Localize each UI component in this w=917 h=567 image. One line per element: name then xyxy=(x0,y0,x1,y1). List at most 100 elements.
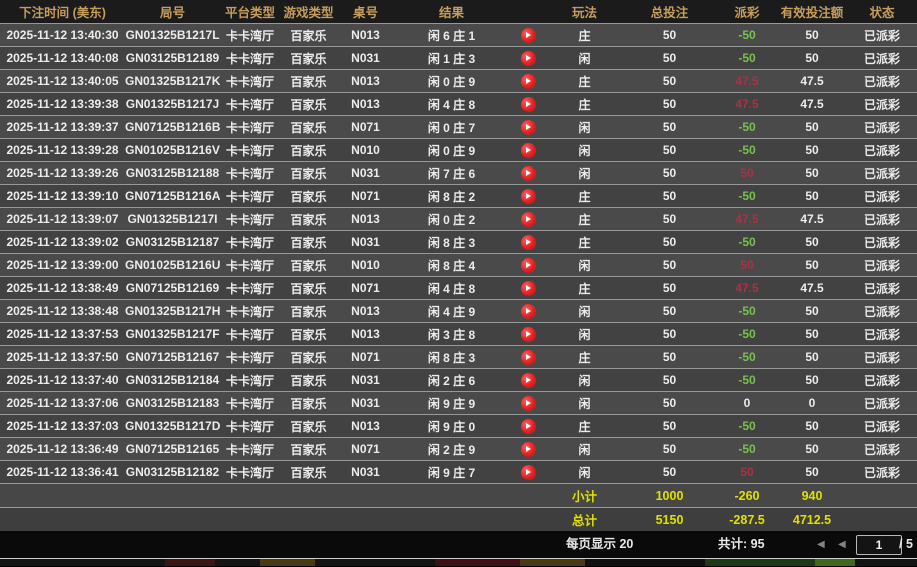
status-badge: 已派彩 xyxy=(863,396,900,411)
play-type: 闲 xyxy=(578,373,591,388)
valid-bet: 47.5 xyxy=(800,212,824,226)
status-badge: 已派彩 xyxy=(863,327,900,342)
replay-cell xyxy=(509,231,547,254)
play-type: 庄 xyxy=(578,28,591,43)
result-score: 闲 8 庄 4 xyxy=(427,258,476,273)
game-type: 百家乐 xyxy=(290,258,327,273)
first-page-icon[interactable]: ◀ xyxy=(817,539,825,550)
round-id: GN01325B1217I xyxy=(127,212,218,226)
platform-type: 卡卡湾厅 xyxy=(225,51,274,66)
play-triangle-icon xyxy=(526,331,531,338)
video-play-icon[interactable] xyxy=(520,326,536,342)
payout-value: 50 xyxy=(740,166,754,180)
video-play-icon[interactable] xyxy=(520,441,536,457)
video-play-icon[interactable] xyxy=(520,372,536,388)
play-triangle-icon xyxy=(526,55,531,62)
status-badge: 已派彩 xyxy=(863,373,900,388)
payout-value: -50 xyxy=(738,327,756,341)
grand-total-valid-bet: 4712.5 xyxy=(792,512,832,527)
status-badge: 已派彩 xyxy=(863,51,900,66)
video-play-icon[interactable] xyxy=(520,27,536,43)
play-triangle-icon xyxy=(526,400,531,407)
video-play-icon[interactable] xyxy=(520,211,536,227)
play-triangle-icon xyxy=(526,193,531,200)
valid-bet: 47.5 xyxy=(800,74,824,88)
video-play-icon[interactable] xyxy=(520,96,536,112)
round-id: GN01025B1216V xyxy=(125,143,220,157)
video-play-icon[interactable] xyxy=(520,303,536,319)
game-type: 百家乐 xyxy=(290,74,327,89)
valid-bet: 47.5 xyxy=(800,97,824,111)
table-row: 2025-11-12 13:39:26 GN03125B12188 卡卡湾厅 百… xyxy=(0,161,917,185)
col-header-bet-time: 下注时间 (美东) xyxy=(0,0,125,24)
play-type: 闲 xyxy=(578,258,591,273)
video-play-icon[interactable] xyxy=(520,349,536,365)
bet-time: 2025-11-12 13:39:02 xyxy=(6,235,119,249)
video-play-icon[interactable] xyxy=(520,50,536,66)
video-play-icon[interactable] xyxy=(520,395,536,411)
platform-type: 卡卡湾厅 xyxy=(225,465,274,480)
payout-value: -50 xyxy=(738,350,756,364)
play-type: 闲 xyxy=(578,143,591,158)
video-play-icon[interactable] xyxy=(520,418,536,434)
table-number: N010 xyxy=(351,258,380,272)
status-badge: 已派彩 xyxy=(863,120,900,135)
round-id: GN07125B12167 xyxy=(125,350,220,364)
prev-page-icon[interactable]: ◀ xyxy=(838,539,846,550)
col-header-platform-type: 平台类型 xyxy=(220,0,280,24)
game-type: 百家乐 xyxy=(290,304,327,319)
col-header-table-number: 桌号 xyxy=(337,0,394,24)
video-play-icon[interactable] xyxy=(520,257,536,273)
replay-cell xyxy=(509,70,547,93)
platform-type: 卡卡湾厅 xyxy=(225,304,274,319)
result-score: 闲 3 庄 8 xyxy=(427,327,476,342)
platform-type: 卡卡湾厅 xyxy=(225,258,274,273)
play-type: 闲 xyxy=(578,327,591,342)
bet-time: 2025-11-12 13:39:26 xyxy=(6,166,119,180)
bet-time: 2025-11-12 13:39:00 xyxy=(6,258,119,272)
play-type: 闲 xyxy=(578,396,591,411)
result-score: 闲 0 庄 7 xyxy=(427,120,476,135)
per-page-label: 每页显示 20 xyxy=(566,537,634,551)
total-bet: 50 xyxy=(662,373,677,387)
video-play-icon[interactable] xyxy=(520,280,536,296)
game-type: 百家乐 xyxy=(290,120,327,135)
status-badge: 已派彩 xyxy=(863,281,900,296)
payout-value: 47.5 xyxy=(735,97,759,111)
valid-bet: 50 xyxy=(805,51,819,65)
table-number: N013 xyxy=(351,419,380,433)
table-row: 2025-11-12 13:36:41 GN03125B12182 卡卡湾厅 百… xyxy=(0,460,917,484)
round-id: GN03125B12187 xyxy=(125,235,220,249)
col-header-play-type: 玩法 xyxy=(547,0,622,24)
bet-time: 2025-11-12 13:39:10 xyxy=(6,189,119,203)
video-play-icon[interactable] xyxy=(520,234,536,250)
platform-type: 卡卡湾厅 xyxy=(225,74,274,89)
subtotal-label: 小计 xyxy=(571,490,597,504)
play-type: 闲 xyxy=(578,465,591,480)
status-badge: 已派彩 xyxy=(863,74,900,89)
result-score: 闲 2 庄 6 xyxy=(427,373,476,388)
video-play-icon[interactable] xyxy=(520,188,536,204)
video-play-icon[interactable] xyxy=(520,119,536,135)
replay-cell xyxy=(509,162,547,185)
table-number: N013 xyxy=(351,74,380,88)
background-content-strip xyxy=(0,559,917,566)
valid-bet: 50 xyxy=(805,258,819,272)
status-badge: 已派彩 xyxy=(863,258,900,273)
game-type: 百家乐 xyxy=(290,396,327,411)
result-score: 闲 8 庄 3 xyxy=(427,235,476,250)
page-number-input[interactable] xyxy=(856,535,902,555)
table-number: N071 xyxy=(351,350,380,364)
video-play-icon[interactable] xyxy=(520,464,536,480)
video-play-icon[interactable] xyxy=(520,165,536,181)
total-bet: 50 xyxy=(662,51,677,65)
platform-type: 卡卡湾厅 xyxy=(225,419,274,434)
video-play-icon[interactable] xyxy=(520,73,536,89)
play-triangle-icon xyxy=(526,101,531,108)
payout-value: -50 xyxy=(738,373,756,387)
bet-time: 2025-11-12 13:38:48 xyxy=(6,304,119,318)
video-play-icon[interactable] xyxy=(520,142,536,158)
table-row: 2025-11-12 13:39:37 GN07125B1216B 卡卡湾厅 百… xyxy=(0,115,917,139)
play-triangle-icon xyxy=(526,446,531,453)
replay-cell xyxy=(509,139,547,162)
